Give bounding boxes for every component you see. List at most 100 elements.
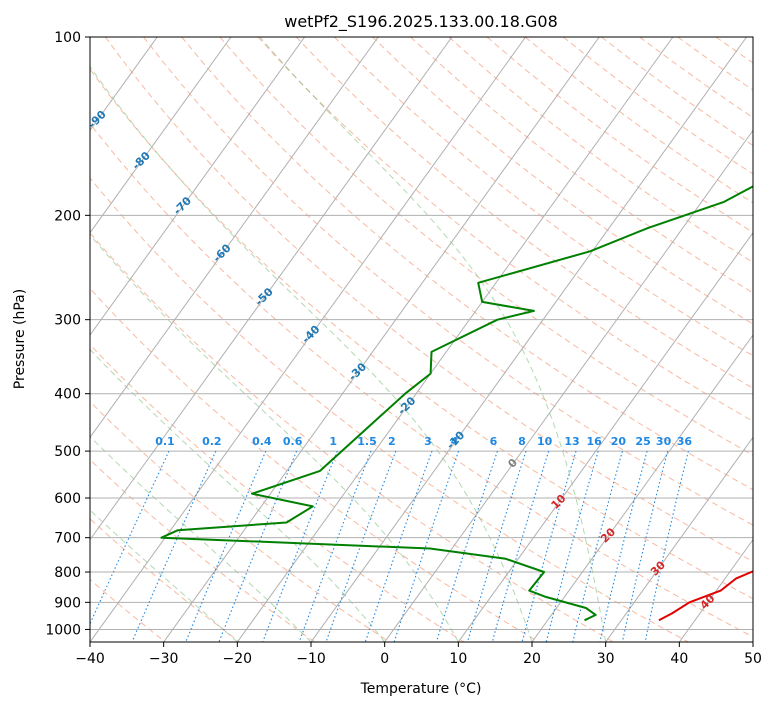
dry-adiabat (333, 37, 753, 357)
mixing-ratio-label: 0.1 (155, 435, 175, 448)
x-tick-label: 40 (670, 651, 688, 667)
mixing-ratio-line (644, 450, 689, 642)
mixing-ratio-label: 0.6 (283, 435, 303, 448)
dry-adiabat (90, 68, 753, 600)
x-tick-label: 50 (744, 651, 762, 667)
dry-adiabat (372, 37, 753, 325)
mixing-ratio-line (599, 450, 648, 642)
isotherm (90, 37, 453, 541)
isotherm (90, 37, 232, 234)
x-tick-label: −40 (75, 651, 105, 667)
y-tick-label: 900 (54, 595, 81, 611)
dry-adiabat (104, 37, 753, 563)
dry-adiabat (639, 37, 753, 119)
mixing-ratio-line (90, 450, 170, 626)
mixing-ratio-label: 3 (424, 435, 432, 448)
mixing-ratio-label: 30 (656, 435, 672, 448)
mixing-ratio-line (572, 450, 623, 642)
moist-adiabat (90, 65, 533, 642)
mixing-ratio-line (298, 450, 372, 642)
mixing-ratio-line (521, 450, 577, 642)
x-tick-label: 30 (597, 651, 615, 667)
dry-adiabat (410, 37, 753, 294)
isotherm (163, 37, 600, 642)
y-tick-label: 600 (54, 491, 81, 507)
moist-adiabat (90, 234, 459, 642)
isotherm (457, 231, 753, 642)
dry-adiabat (524, 37, 753, 204)
dry-adiabat (90, 400, 390, 642)
isotherm-label: -20 (395, 394, 418, 417)
profiles (160, 185, 753, 622)
dry-adiabat (486, 37, 753, 233)
dry-adiabat (143, 37, 753, 526)
isotherm-label: -10 (444, 428, 467, 451)
mixing-ratio-line (262, 450, 338, 642)
mixing-ratio-label: 20 (611, 435, 627, 448)
isotherm (90, 37, 306, 336)
x-axis: −40 −30 −20 −10 0 10 20 30 40 50 (75, 642, 762, 667)
dry-adiabat (295, 37, 753, 389)
y-tick-label: 500 (54, 444, 81, 460)
isotherm (90, 37, 379, 439)
y-tick-label: 700 (54, 531, 81, 547)
dry-adiabat (90, 287, 540, 642)
mixing-ratio-line (435, 450, 498, 642)
mixing-ratio-label: 1.5 (357, 435, 377, 448)
isotherm (310, 37, 748, 642)
dry-adiabat (90, 518, 241, 642)
mixing-ratio-line (325, 450, 397, 642)
background-lines (90, 37, 753, 642)
line-labels: 0.1 0.2 0.4 0.6 1 1.5 2 3 4 6 8 10 13 16 20 25 30 36-100-… (38, 65, 718, 612)
mixing-ratio-label: 8 (518, 435, 526, 448)
isotherm-label: -60 (210, 241, 233, 264)
x-tick-label: −10 (296, 651, 326, 667)
y-axis: 100 200 300 400 500 600 700 800 900 1000 (45, 30, 90, 638)
profile-line (160, 185, 753, 622)
plot-frame (89, 36, 754, 643)
mixing-ratio-label: 25 (635, 435, 650, 448)
isotherm-label: 0 (505, 456, 520, 471)
moist-adiabat (90, 509, 238, 642)
isotherm (605, 436, 753, 642)
x-tick-label: 20 (523, 651, 541, 667)
mixing-ratio-line (185, 450, 267, 642)
dry-adiabat (181, 37, 753, 491)
mixing-ratio-line (545, 450, 599, 642)
x-tick-label: 0 (380, 651, 389, 667)
isotherm-label: -30 (346, 360, 369, 383)
isotherm (90, 37, 527, 642)
mixing-ratio-line (621, 450, 669, 642)
x-axis-label: Temperature (°C) (360, 681, 482, 697)
chart-title: wetPf2_S196.2025.133.00.18.G08 (284, 12, 558, 32)
isotherm (531, 334, 753, 642)
isotherm-label: -50 (253, 285, 276, 308)
mixing-ratio-label: 36 (677, 435, 693, 448)
dry-adiabat (601, 37, 753, 147)
dry-adiabat (90, 578, 166, 642)
mixing-ratio-label: 0.2 (202, 435, 222, 448)
isotherm-label: -100 (38, 65, 67, 94)
x-tick-label: −30 (149, 651, 179, 667)
mixing-ratio-label: 6 (490, 435, 498, 448)
dry-adiabat (90, 343, 465, 642)
y-tick-label: 200 (54, 208, 81, 224)
x-tick-label: −20 (223, 651, 253, 667)
mixing-ratio-label: 1 (329, 435, 337, 448)
mixing-ratio-line (466, 450, 527, 642)
isotherm (384, 129, 753, 642)
mixing-ratio-line (491, 450, 550, 642)
mixing-ratio-label: 10 (537, 435, 553, 448)
isotherm (678, 538, 753, 642)
isotherm-label: -80 (130, 149, 153, 172)
dry-adiabat (715, 37, 753, 64)
mixing-ratio-line (218, 450, 298, 642)
dry-adiabat (257, 37, 753, 422)
dry-adiabat (562, 37, 753, 175)
y-tick-label: 100 (54, 30, 81, 46)
y-tick-label: 1000 (45, 622, 81, 638)
y-tick-label: 300 (54, 313, 81, 329)
isotherm-label: 10 (549, 492, 569, 512)
isotherm-label: -90 (86, 108, 109, 131)
